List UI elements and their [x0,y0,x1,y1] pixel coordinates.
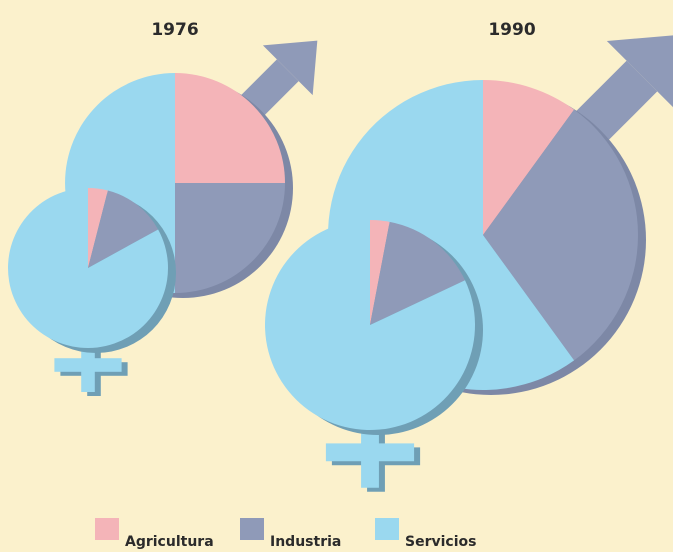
page: {"chart_data": {"type": "pie", "categori… [0,0,673,552]
legend-swatch [375,518,399,540]
legend-swatch [240,518,264,540]
legend-label: Servicios [405,534,476,550]
group-title: 1990 [488,20,535,40]
legend-label: Agricultura [125,534,214,550]
chart: 1976 1990 Agricultura Industria Servicios [0,0,673,552]
legend-label: Industria [270,534,341,550]
female-cross [54,358,121,372]
female-cross [326,443,414,461]
legend-swatch [95,518,119,540]
group-title: 1976 [151,20,198,40]
